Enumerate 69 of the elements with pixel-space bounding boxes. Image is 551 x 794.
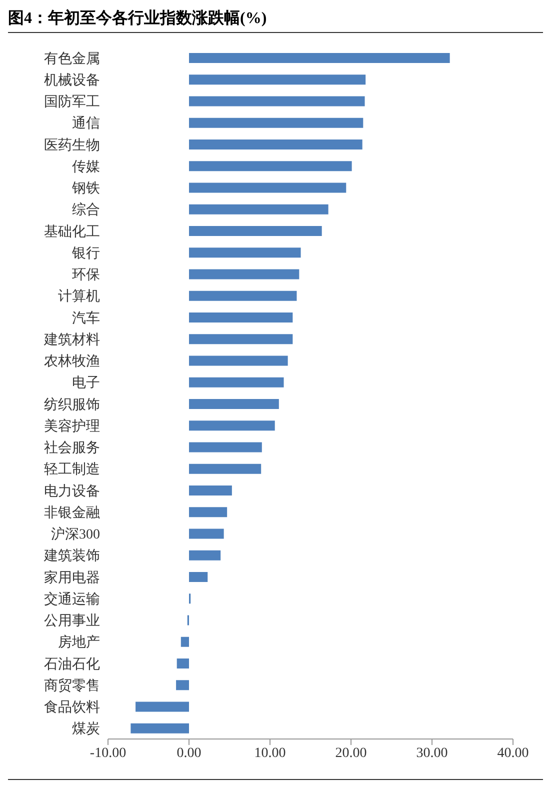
- bar: [189, 486, 232, 496]
- x-tick-label: 0.00: [176, 746, 202, 761]
- y-tick-label: 机械设备: [44, 72, 100, 88]
- bar: [189, 420, 275, 431]
- bar: [189, 334, 293, 344]
- bar: [189, 161, 352, 172]
- bar: [189, 269, 300, 280]
- x-tick-label: 40.00: [497, 746, 529, 761]
- y-tick-label: 房地产: [58, 634, 100, 651]
- bar: [189, 528, 224, 539]
- y-tick-label: 综合: [72, 202, 100, 218]
- x-tick-label: 10.00: [254, 746, 286, 761]
- bar: [176, 658, 189, 668]
- chart-title: 图4：年初至今各行业指数涨跌幅(%): [8, 8, 543, 33]
- y-tick-label: 钢铁: [71, 180, 100, 197]
- bar: [180, 636, 189, 647]
- y-tick-label: 商贸零售: [44, 678, 100, 694]
- y-tick-label: 电力设备: [44, 483, 100, 500]
- y-tick-label: 社会服务: [44, 440, 100, 456]
- y-tick-label: 煤炭: [72, 721, 100, 738]
- y-tick-label: 医药生物: [44, 137, 100, 154]
- bar: [189, 118, 364, 128]
- bar: [189, 290, 297, 301]
- y-tick-label: 银行: [71, 245, 100, 262]
- bar: [189, 550, 221, 560]
- bar: [189, 312, 293, 322]
- bar: [130, 723, 189, 734]
- y-tick-label: 有色金属: [44, 50, 100, 67]
- bar: [136, 702, 189, 712]
- bar: [189, 226, 322, 236]
- y-tick-label: 国防军工: [44, 94, 100, 110]
- bar: [189, 140, 362, 150]
- y-tick-label: 美容护理: [44, 418, 100, 434]
- bar: [189, 204, 328, 214]
- bar: [189, 182, 346, 193]
- bar: [189, 356, 288, 366]
- y-tick-label: 食品饮料: [44, 700, 100, 716]
- y-tick-label: 计算机: [58, 288, 100, 305]
- bar: [189, 572, 208, 582]
- y-tick-label: 纺织服饰: [44, 396, 100, 413]
- x-tick-label: 30.00: [416, 746, 448, 761]
- y-tick-label: 通信: [72, 116, 100, 132]
- y-tick-label: 公用事业: [44, 613, 100, 630]
- x-tick-label: 20.00: [335, 746, 367, 761]
- bar: [189, 507, 228, 518]
- bar: [189, 74, 366, 85]
- y-tick-label: 汽车: [72, 310, 100, 326]
- y-tick-label: 石油石化: [44, 656, 100, 672]
- y-tick-label: 非银金融: [44, 504, 100, 521]
- y-tick-label: 建筑材料: [43, 332, 100, 348]
- x-tick-label: -10.00: [90, 746, 126, 761]
- y-tick-label: 传媒: [72, 158, 100, 175]
- y-tick-label: 基础化工: [44, 224, 100, 240]
- bar: [189, 399, 279, 409]
- y-tick-label: 环保: [72, 267, 100, 284]
- y-tick-label: 交通运输: [44, 591, 100, 608]
- bar: [176, 680, 189, 690]
- bar: [189, 248, 301, 258]
- y-tick-label: 轻工制造: [44, 462, 100, 478]
- bar: [189, 377, 284, 388]
- y-tick-label: 农林牧渔: [44, 354, 100, 370]
- bar: [189, 53, 450, 63]
- bar: [189, 464, 262, 474]
- bar: [189, 96, 365, 106]
- bar: [189, 442, 262, 452]
- y-tick-label: 沪深300: [51, 526, 100, 543]
- y-tick-label: 电子: [72, 375, 100, 392]
- y-tick-label: 建筑装饰: [43, 548, 100, 564]
- y-tick-label: 家用电器: [44, 570, 100, 586]
